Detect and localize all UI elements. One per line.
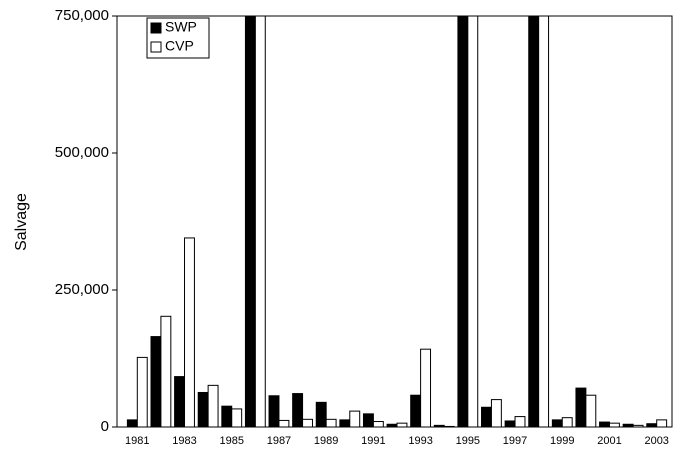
bar: [339, 419, 351, 428]
y-axis-label: Salvage: [13, 193, 30, 251]
bar: [278, 419, 290, 428]
x-tick-label: 1983: [172, 435, 196, 447]
bar: [396, 422, 408, 428]
bar: [420, 348, 432, 428]
legend-swatch: [150, 41, 162, 53]
bar: [325, 418, 337, 428]
bar: [126, 419, 138, 428]
bar: [467, 15, 479, 428]
bar: [150, 336, 162, 428]
y-tick-label: 250,000: [55, 281, 109, 298]
legend-swatch: [150, 22, 162, 34]
bar: [528, 15, 540, 428]
bar: [197, 391, 209, 428]
bar: [656, 419, 668, 428]
bar: [551, 419, 563, 428]
x-tick-label: 1997: [503, 435, 527, 447]
bar: [174, 376, 186, 428]
x-tick-label: 1987: [267, 435, 291, 447]
bar: [244, 15, 256, 428]
bar: [362, 413, 374, 428]
x-tick-label: 1995: [456, 435, 480, 447]
bar: [136, 356, 148, 428]
bar: [481, 406, 492, 428]
bar: [410, 394, 422, 428]
legend-label: CVP: [165, 38, 194, 54]
bar: [207, 384, 219, 428]
bar: [575, 387, 587, 428]
y-tick-label: 0: [101, 418, 109, 435]
bar: [349, 410, 361, 428]
bar: [184, 237, 195, 428]
bar: [457, 15, 469, 428]
bar: [514, 416, 526, 428]
y-tick-label: 750,000: [55, 7, 109, 24]
x-tick-label: 1991: [361, 435, 385, 447]
x-tick-label: 1985: [219, 435, 243, 447]
x-tick-label: 1981: [125, 435, 149, 447]
x-tick-label: 1993: [408, 435, 432, 447]
x-tick-label: 2003: [644, 435, 668, 447]
bar: [608, 422, 620, 428]
bar: [561, 417, 573, 428]
bar: [292, 393, 304, 428]
bar: [160, 315, 172, 428]
y-tick-label: 500,000: [55, 144, 109, 161]
legend-label: SWP: [165, 19, 197, 35]
bar: [599, 421, 610, 428]
bar: [538, 15, 550, 428]
bar: [254, 15, 266, 428]
x-tick-label: 2001: [597, 435, 621, 447]
x-tick-label: 1989: [314, 435, 338, 447]
bar: [231, 408, 243, 428]
plot-frame: [116, 15, 673, 428]
bar: [372, 421, 384, 428]
bar: [221, 405, 233, 428]
bar: [302, 418, 313, 428]
bar: [315, 401, 327, 428]
bar: [490, 399, 502, 428]
bar: [268, 395, 280, 428]
bar: [585, 394, 597, 428]
x-tick-label: 1999: [550, 435, 574, 447]
bar: [504, 420, 516, 428]
